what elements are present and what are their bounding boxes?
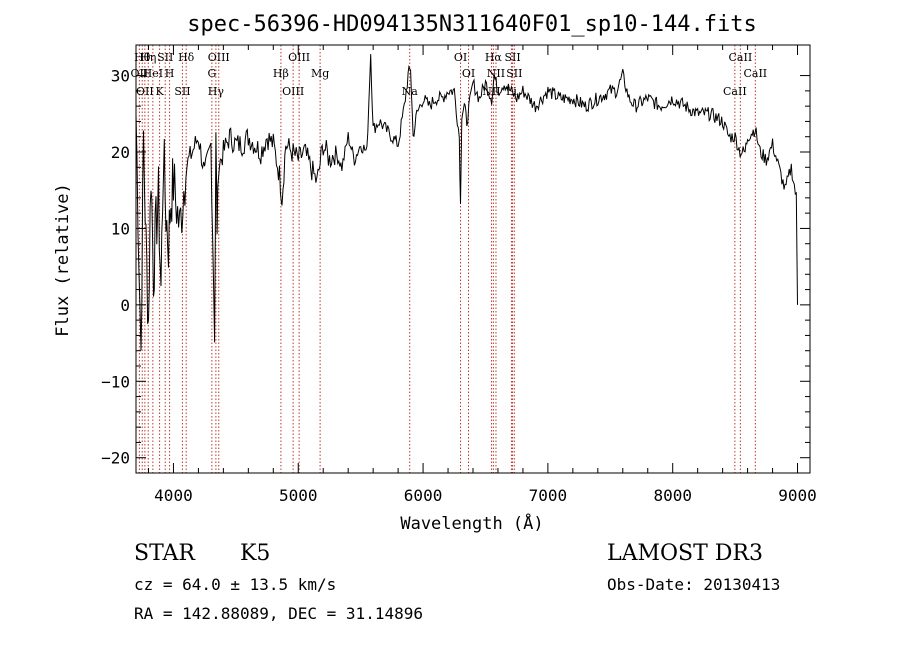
y-tick-label: 10 [111, 219, 130, 238]
redshift-text: cz = 64.0 ± 13.5 km/s [134, 575, 337, 594]
x-tick-label: 7000 [529, 486, 568, 505]
line-label-15: OIII [288, 51, 310, 64]
series-flux [135, 54, 798, 351]
x-tick-label: 4000 [154, 486, 193, 505]
spectral-line-labels: Hθ OII OII Hη HeI K SII H SII Hδ G Hγ OIII Hβ OIII OIII… [131, 51, 768, 98]
line-label-7: H [165, 67, 175, 80]
line-label-0: Hθ [134, 51, 151, 64]
coordinates: RA = 142.88089, DEC = 31.14896 [134, 604, 423, 623]
line-label-3: Hη [140, 51, 156, 64]
line-label-24: SII [504, 51, 520, 64]
line-label-9: Hδ [178, 51, 195, 64]
y-tick-label: 30 [111, 67, 130, 86]
line-label-2: OII [136, 85, 154, 98]
line-label-26: CaII [723, 85, 747, 98]
y-axis: −20 −10 0 10 20 30 [101, 67, 810, 468]
line-label-13: Hβ [273, 67, 289, 80]
line-label-21: Hα [485, 51, 503, 64]
survey-name: LAMOST DR3 [607, 541, 763, 566]
line-label-12: OIII [208, 51, 230, 64]
line-label-27: CaII [729, 51, 753, 64]
chart-title: spec-56396-HD094135N311640F01_sp10-144.f… [187, 12, 757, 37]
line-label-4: HeI [143, 67, 163, 80]
x-tick-label: 6000 [404, 486, 443, 505]
line-label-17: Na [402, 85, 419, 98]
line-label-11: Hγ [208, 85, 225, 98]
line-label-5: K [155, 85, 164, 98]
line-label-1: OII [131, 67, 149, 80]
x-tick-label: 5000 [279, 486, 318, 505]
line-label-16: Mg [311, 67, 329, 80]
line-label-22: NII [487, 67, 505, 80]
line-label-25: SII [506, 67, 522, 80]
line-label-28: CaII [743, 67, 767, 80]
line-label-8: SII [174, 85, 190, 98]
plot-frame [135, 44, 811, 474]
y-axis-label: Flux (relative) [53, 183, 73, 337]
line-label-18: OI [454, 51, 467, 64]
spectral-line-markers [138, 45, 756, 473]
x-axis-label: Wavelength (Å) [400, 512, 543, 534]
line-label-14: OIII [282, 85, 304, 98]
obs-date: Obs-Date: 20130413 [607, 575, 781, 594]
y-tick-label: −10 [101, 372, 130, 391]
y-tick-label: 20 [111, 143, 130, 162]
x-tick-label: 9000 [778, 486, 817, 505]
y-tick-label: −20 [101, 449, 130, 468]
object-class: STAR [134, 541, 195, 566]
line-label-23: Li [506, 85, 517, 98]
y-tick-label: 0 [120, 296, 130, 315]
object-subclass: K5 [240, 541, 271, 566]
line-label-10: G [207, 67, 216, 80]
line-label-6: SII [157, 51, 173, 64]
x-axis: 4000 5000 6000 7000 8000 9000 [147, 45, 817, 505]
line-label-19: OI [462, 67, 475, 80]
x-tick-label: 8000 [653, 486, 692, 505]
